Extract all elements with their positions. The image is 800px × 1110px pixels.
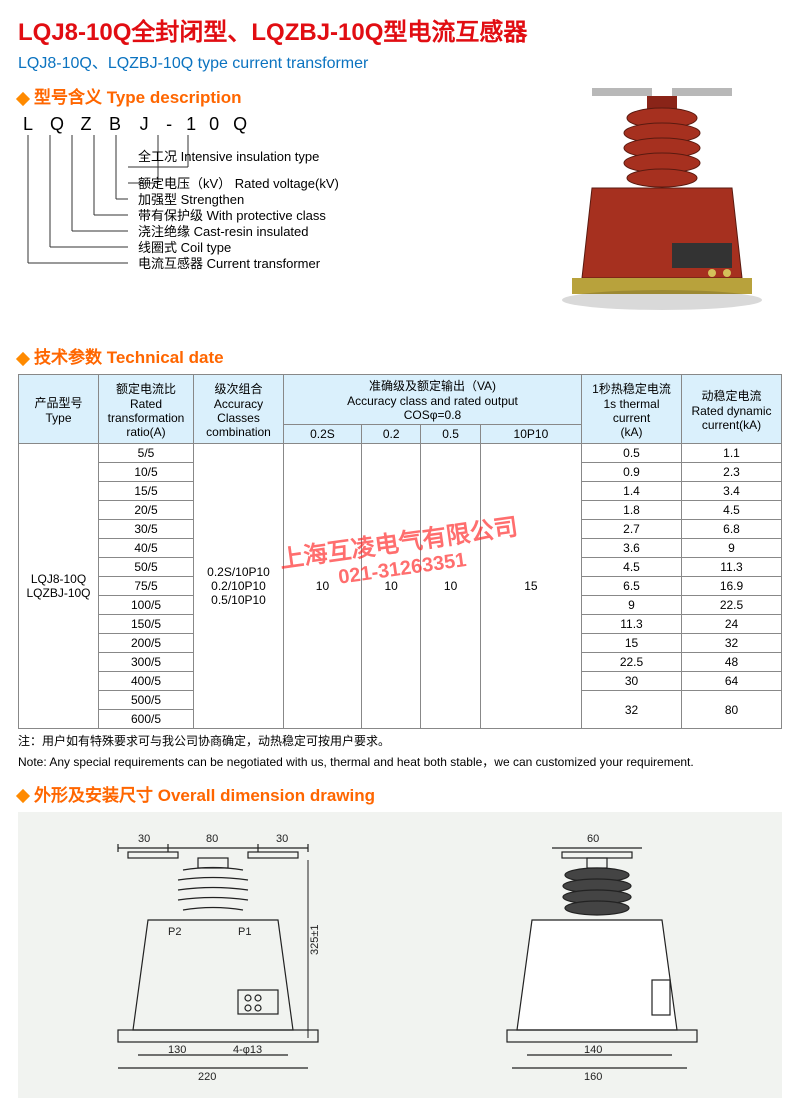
product-image xyxy=(542,73,782,333)
svg-text:4-φ13: 4-φ13 xyxy=(233,1044,262,1056)
svg-text:30: 30 xyxy=(276,833,288,845)
diamond-icon xyxy=(16,789,30,803)
diamond-icon xyxy=(16,351,30,365)
th-accuracy: 级次组合 Accuracy Classes combination xyxy=(194,375,284,444)
svg-text:325±1: 325±1 xyxy=(309,924,321,955)
th-thermal: 1秒热稳定电流 1s thermal current (kA) xyxy=(582,375,682,444)
title-en: LQJ8-10Q、LQZBJ-10Q type current transfor… xyxy=(18,49,782,73)
th-dynamic: 动稳定电流 Rated dynamic current(kA) xyxy=(682,375,782,444)
diamond-icon xyxy=(16,91,30,105)
table-row: LQJ8-10Q LQZBJ-10Q5/50.2S/10P10 0.2/10P1… xyxy=(19,444,782,463)
svg-text:140: 140 xyxy=(584,1044,602,1056)
th-output-group: 准确级及额定输出（VA) Accuracy class and rated ou… xyxy=(284,375,582,425)
section-dimensions: 外形及安装尺寸 Overall dimension drawing xyxy=(18,781,782,806)
svg-text:160: 160 xyxy=(584,1071,602,1083)
model-code-row: L Q Z B J - 1 0 Q xyxy=(18,114,542,135)
dimension-drawing: 30 80 30 P2 P1 325±1 130 4-φ13 220 60 xyxy=(18,812,782,1098)
spec-table: 产品型号 Type 额定电流比 Rated transformation rat… xyxy=(18,374,782,729)
svg-text:P2: P2 xyxy=(168,926,181,938)
section-type-description: 型号含义 Type description xyxy=(18,83,542,108)
section-technical-data: 技术参数 Technical date xyxy=(18,343,782,368)
svg-text:60: 60 xyxy=(587,833,599,845)
title-cn: LQJ8-10Q全封闭型、LQZBJ-10Q型电流互感器 xyxy=(18,12,782,47)
svg-text:80: 80 xyxy=(206,833,218,845)
th-type: 产品型号 Type xyxy=(19,375,99,444)
svg-text:30: 30 xyxy=(138,833,150,845)
svg-text:220: 220 xyxy=(198,1071,216,1083)
note-en: Note: Any special requirements can be ne… xyxy=(18,754,782,771)
th-ratio: 额定电流比 Rated transformation ratio(A) xyxy=(99,375,194,444)
svg-text:P1: P1 xyxy=(238,926,251,938)
svg-text:130: 130 xyxy=(168,1044,186,1056)
note-cn: 注：用户如有特殊要求可与我公司协商确定，动热稳定可按用户要求。 xyxy=(18,733,782,750)
